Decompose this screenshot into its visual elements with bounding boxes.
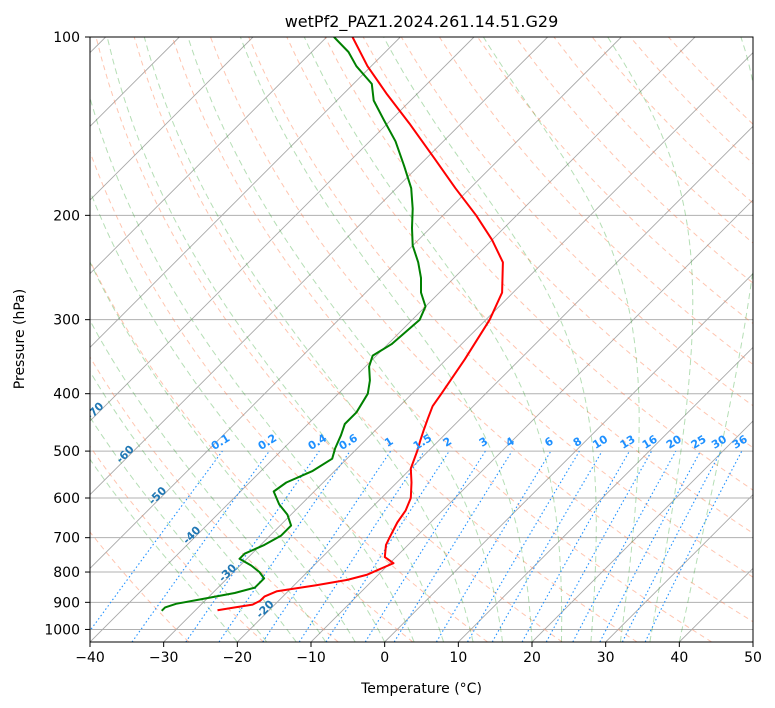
moist-adiabat-line bbox=[106, 37, 445, 642]
isotherm-line bbox=[90, 37, 622, 569]
dry-adiabat-line bbox=[90, 531, 190, 642]
dry-adiabat-line bbox=[438, 37, 753, 366]
isotherm-line bbox=[90, 37, 696, 642]
y-tick-label: 800 bbox=[53, 565, 80, 581]
mixing-ratio-line bbox=[131, 450, 270, 642]
moist-adiabat-line bbox=[187, 37, 503, 642]
moist-adiabat-line bbox=[90, 370, 297, 642]
dry-adiabat-line bbox=[286, 37, 753, 534]
moist-adiabat-line bbox=[143, 37, 474, 642]
dry-adiabat-line bbox=[95, 37, 563, 642]
dry-adiabat-line bbox=[90, 150, 488, 642]
x-tick-label: 50 bbox=[744, 650, 762, 666]
moist-adiabat-line bbox=[90, 96, 415, 642]
y-tick-label: 1000 bbox=[44, 622, 80, 638]
dry-adiabat-line bbox=[90, 356, 339, 642]
isotherm-line bbox=[458, 346, 753, 642]
dry-adiabat-line bbox=[248, 37, 753, 578]
moist-adiabat-line bbox=[482, 37, 640, 642]
moist-adiabat-line bbox=[90, 189, 386, 642]
mixing-ratio-line bbox=[644, 450, 743, 642]
isotherm-line bbox=[605, 494, 753, 642]
y-tick-label: 400 bbox=[53, 387, 80, 403]
moist-adiabat-line bbox=[303, 37, 563, 642]
mixing-ratio-line bbox=[298, 450, 425, 642]
mixing-ratio-line bbox=[572, 450, 677, 642]
dry-adiabat-line bbox=[171, 37, 712, 642]
moist-adiabat-line bbox=[90, 319, 327, 642]
y-tick-label: 300 bbox=[53, 313, 80, 329]
dewpoint-profile-line bbox=[160, 37, 427, 612]
dry-adiabat-line bbox=[400, 37, 753, 407]
mixing-ratio-line bbox=[218, 450, 351, 642]
isotherm-line bbox=[310, 199, 753, 642]
y-tick-label: 600 bbox=[53, 491, 80, 507]
mixing-ratio-line bbox=[325, 450, 450, 642]
x-tick-label: 20 bbox=[523, 650, 541, 666]
x-tick-label: 10 bbox=[449, 650, 467, 666]
x-tick-label: −40 bbox=[75, 650, 105, 666]
x-tick-label: 0 bbox=[380, 650, 389, 666]
mixing-ratio-line bbox=[393, 450, 513, 642]
y-tick-label: 100 bbox=[53, 30, 80, 46]
dry-adiabat-line bbox=[515, 37, 753, 284]
dry-adiabat-line bbox=[210, 37, 753, 623]
moist-adiabat-line bbox=[678, 37, 753, 642]
x-tick-label: −10 bbox=[296, 650, 326, 666]
dry-adiabat-line bbox=[133, 37, 638, 642]
chart-title: wetPf2_PAZ1.2024.261.14.51.G29 bbox=[285, 12, 559, 32]
x-tick-label: 30 bbox=[597, 650, 615, 666]
moist-adiabat-line bbox=[607, 37, 694, 642]
isotherm-line bbox=[90, 37, 254, 201]
moist-adiabat-line bbox=[239, 37, 533, 642]
plot-frame bbox=[89, 36, 754, 643]
moist-adiabat-line bbox=[90, 260, 356, 642]
mixing-ratio-line bbox=[90, 450, 223, 632]
isotherm-line bbox=[90, 37, 548, 496]
y-axis-title: Pressure (hPa) bbox=[12, 289, 28, 389]
isotherm-line bbox=[90, 37, 475, 422]
x-axis-title: Temperature (°C) bbox=[360, 681, 482, 697]
isotherm-line bbox=[90, 37, 401, 348]
mixing-ratio-line bbox=[545, 450, 653, 642]
x-tick-label: −20 bbox=[223, 650, 253, 666]
mixing-ratio-line bbox=[262, 450, 392, 642]
isotherm-line bbox=[531, 420, 753, 642]
x-tick-label: 40 bbox=[670, 650, 688, 666]
x-tick-label: −30 bbox=[149, 650, 179, 666]
isotherm-line bbox=[237, 125, 753, 642]
y-tick-label: 500 bbox=[53, 444, 80, 460]
mixing-ratio-line bbox=[521, 450, 630, 642]
dry-adiabat-line bbox=[90, 445, 264, 642]
moist-adiabat-line bbox=[90, 416, 268, 642]
moist-adiabat-line bbox=[383, 37, 597, 642]
y-tick-label: 900 bbox=[53, 595, 80, 611]
y-tick-label: 200 bbox=[53, 208, 80, 224]
dry-adiabat-line bbox=[90, 259, 414, 642]
temperature-profile-line bbox=[217, 37, 504, 612]
isotherm-line bbox=[163, 52, 753, 642]
y-tick-label: 700 bbox=[53, 531, 80, 547]
mixing-ratio-line bbox=[185, 450, 320, 642]
isotherm-line bbox=[384, 273, 753, 642]
isotherm-line bbox=[90, 37, 327, 275]
